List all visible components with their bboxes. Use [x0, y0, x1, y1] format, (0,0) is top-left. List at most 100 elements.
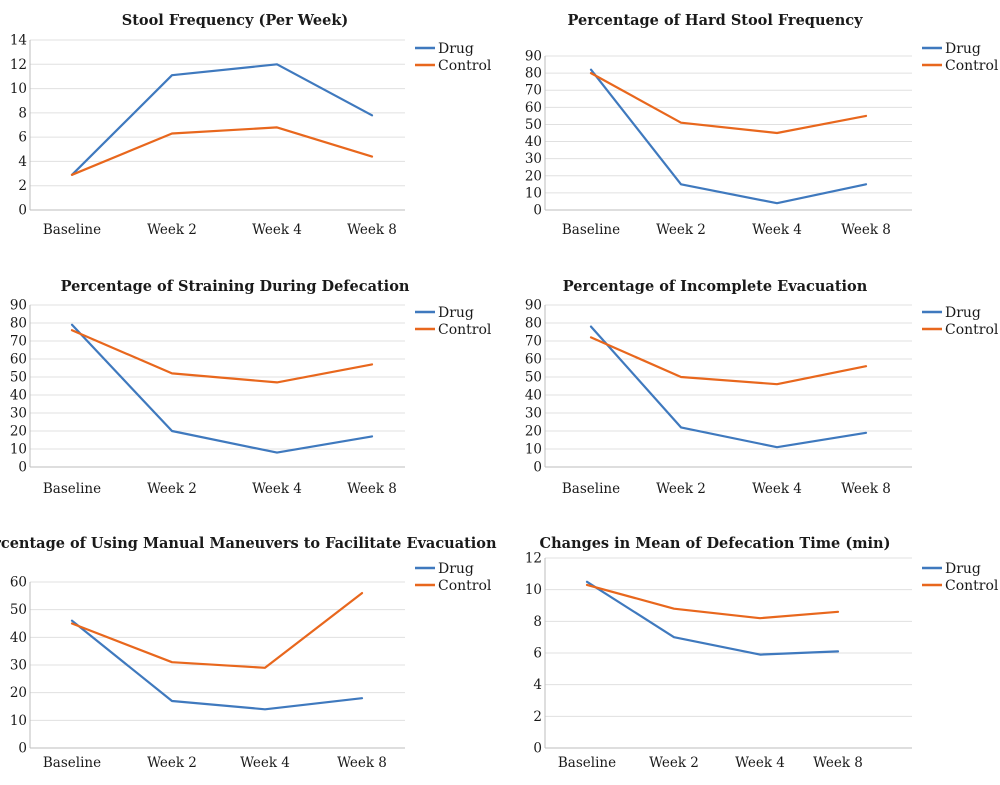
- y-tick-label: 30: [525, 406, 542, 422]
- y-tick-label: 20: [10, 685, 27, 701]
- y-tick-label: 50: [525, 117, 542, 133]
- y-tick-label: 70: [10, 334, 27, 350]
- y-tick-label: 90: [525, 298, 542, 314]
- y-tick-label: 10: [525, 442, 542, 458]
- x-tick-label: Week 8: [347, 481, 397, 497]
- series-line-drug: [589, 325, 868, 449]
- y-tick-label: 10: [525, 185, 542, 201]
- x-tick-label: Week 4: [252, 222, 302, 238]
- x-tick-label: Week 2: [649, 755, 699, 771]
- y-tick-label: 40: [10, 630, 27, 646]
- y-tick-label: 60: [10, 352, 27, 368]
- x-tick-label: Baseline: [43, 222, 101, 238]
- y-tick-label: 20: [525, 168, 542, 184]
- series-line-control: [70, 591, 364, 669]
- legend-label-control: Control: [945, 578, 999, 594]
- x-tick-label: Week 4: [752, 222, 802, 238]
- y-tick-label: 50: [525, 370, 542, 386]
- x-tick-label: Week 8: [841, 222, 891, 238]
- chart-title: Percentage of Using Manual Maneuvers to …: [0, 535, 497, 552]
- chart-6: Changes in Mean of Defecation Time (min)…: [525, 535, 999, 771]
- x-tick-label: Week 8: [841, 481, 891, 497]
- y-tick-label: 40: [525, 134, 542, 150]
- series-line-drug: [589, 68, 868, 205]
- y-tick-label: 2: [533, 709, 542, 725]
- y-tick-label: 8: [533, 614, 542, 630]
- series-line-control: [589, 71, 868, 135]
- chart-title: Changes in Mean of Defecation Time (min): [540, 535, 891, 552]
- legend-label-drug: Drug: [438, 305, 474, 321]
- x-tick-label: Week 2: [656, 481, 706, 497]
- y-tick-label: 0: [18, 460, 27, 476]
- x-tick-label: Week 4: [735, 755, 785, 771]
- chart-title: Percentage of Incomplete Evacuation: [563, 278, 868, 295]
- y-tick-label: 90: [525, 49, 542, 65]
- y-tick-label: 30: [10, 658, 27, 674]
- x-tick-label: Week 2: [147, 755, 197, 771]
- x-tick-label: Week 2: [147, 222, 197, 238]
- x-tick-label: Baseline: [43, 481, 101, 497]
- chart-4: Percentage of Incomplete Evacuation 0 10 20…: [525, 278, 999, 497]
- y-tick-label: 20: [525, 424, 542, 440]
- legend-label-drug: Drug: [438, 561, 474, 577]
- x-tick-label: Week 4: [240, 755, 290, 771]
- legend-label-drug: Drug: [945, 561, 981, 577]
- y-tick-label: 50: [10, 370, 27, 386]
- y-tick-label: 40: [10, 388, 27, 404]
- legend-label-drug: Drug: [945, 41, 981, 57]
- chart-title: Stool Frequency (Per Week): [122, 12, 348, 29]
- chart-3: Percentage of Straining During Defecatio…: [10, 278, 492, 497]
- series-line-control: [70, 329, 374, 384]
- y-tick-label: 20: [10, 424, 27, 440]
- y-tick-label: 10: [525, 582, 542, 598]
- chart-title: Percentage of Straining During Defecatio…: [61, 278, 410, 295]
- legend-label-control: Control: [438, 58, 492, 74]
- y-tick-label: 30: [10, 406, 27, 422]
- x-tick-label: Week 4: [252, 481, 302, 497]
- y-tick-label: 70: [525, 83, 542, 99]
- y-tick-label: 14: [10, 33, 27, 49]
- chart-2: Percentage of Hard Stool Frequency 0 10203…: [525, 12, 999, 238]
- y-tick-label: 60: [10, 575, 27, 591]
- y-tick-label: 60: [525, 352, 542, 368]
- y-tick-label: 70: [525, 334, 542, 350]
- y-tick-label: 0: [533, 741, 542, 757]
- legend-label-control: Control: [945, 322, 999, 338]
- y-tick-label: 80: [525, 316, 542, 332]
- chart-5: Percentage of Using Manual Maneuvers to …: [0, 535, 497, 771]
- x-tick-label: Week 2: [147, 481, 197, 497]
- y-tick-label: 10: [10, 442, 27, 458]
- y-tick-label: 0: [533, 203, 542, 219]
- series-line-drug: [70, 323, 374, 454]
- x-tick-label: Week 2: [656, 222, 706, 238]
- legend-label-control: Control: [438, 322, 492, 338]
- y-tick-label: 80: [525, 66, 542, 82]
- legend-label-drug: Drug: [945, 305, 981, 321]
- x-tick-label: Baseline: [43, 755, 101, 771]
- y-tick-label: 50: [10, 602, 27, 618]
- y-tick-label: 12: [525, 551, 542, 567]
- x-tick-label: Baseline: [558, 755, 616, 771]
- y-tick-label: 60: [525, 100, 542, 116]
- x-tick-label: Baseline: [562, 481, 620, 497]
- legend-label-control: Control: [945, 58, 999, 74]
- x-tick-label: Week 8: [813, 755, 863, 771]
- y-tick-label: 0: [18, 741, 27, 757]
- x-tick-label: Week 4: [752, 481, 802, 497]
- y-tick-label: 8: [18, 105, 27, 121]
- x-tick-label: Baseline: [562, 222, 620, 238]
- y-tick-label: 6: [533, 646, 542, 662]
- y-tick-label: 90: [10, 298, 27, 314]
- y-tick-label: 10: [10, 81, 27, 97]
- y-tick-label: 0: [18, 203, 27, 219]
- y-tick-label: 6: [18, 130, 27, 146]
- series-line-drug: [585, 580, 840, 656]
- y-tick-label: 2: [18, 178, 27, 194]
- x-tick-label: Week 8: [337, 755, 387, 771]
- series-line-drug: [70, 619, 364, 711]
- chart-title: Percentage of Hard Stool Frequency: [567, 12, 863, 29]
- y-tick-label: 40: [525, 388, 542, 404]
- series-line-drug: [70, 63, 374, 176]
- y-tick-label: 12: [10, 57, 27, 73]
